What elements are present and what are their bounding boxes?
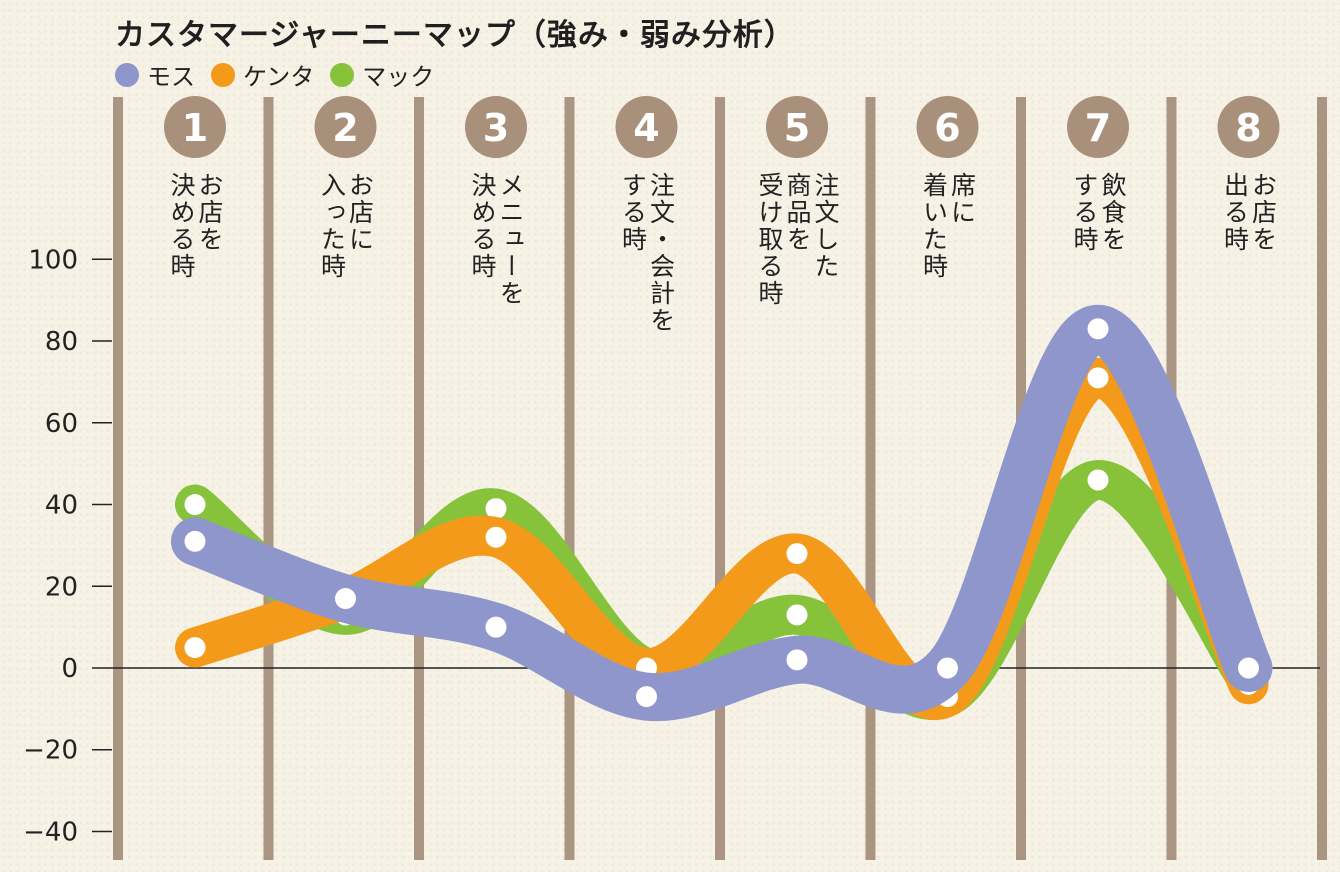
data-point-モス-6	[937, 657, 958, 679]
step-badge-2	[314, 96, 377, 158]
data-point-ケンタ-3	[485, 526, 507, 548]
legend: モス ケンタ マック	[115, 57, 446, 92]
y-tick-label: −40	[23, 817, 78, 847]
data-point-ケンタ-5	[786, 543, 808, 565]
data-point-モス-5	[786, 649, 808, 671]
step-label-4: 注文・会計を する時	[618, 172, 676, 334]
chart-title: カスタマージャーニーマップ（強み・弱み分析）	[115, 18, 795, 53]
y-tick-label: 100	[28, 245, 78, 275]
pillar-1	[113, 97, 123, 860]
step-number: 1	[182, 106, 208, 150]
step-badge-3	[465, 96, 527, 158]
step-label-8: お店を 出る時	[1220, 172, 1278, 253]
pillar-4	[564, 97, 575, 860]
step-number: 5	[784, 106, 810, 150]
step-badge-8	[1217, 96, 1280, 158]
legend-swatch-kenta	[211, 62, 235, 87]
step-number: 8	[1235, 106, 1261, 150]
legend-label-moss: モス	[147, 63, 195, 91]
legend-label-kenta: ケンタ	[243, 63, 315, 91]
y-tick-label: −20	[23, 736, 78, 766]
pillar-5	[715, 97, 725, 860]
data-point-マック-7	[1087, 469, 1109, 491]
step-number: 6	[934, 106, 960, 150]
y-tick-label: 60	[45, 409, 78, 439]
step-label-2: お店に 入った時	[317, 172, 375, 280]
step-label-7: 飲食を する時	[1070, 172, 1127, 253]
step-number: 4	[633, 106, 659, 150]
pillar-6	[865, 97, 876, 860]
legend-swatch-moss	[115, 62, 139, 87]
step-label-6: 席に 着いた時	[919, 172, 977, 280]
step-badge-6	[916, 96, 979, 158]
legend-item-kenta: ケンタ	[211, 57, 314, 92]
step-label-5: 注文した 商品を 受け取る時	[755, 172, 840, 307]
data-point-マック-3	[485, 498, 507, 520]
legend-label-mac: マック	[362, 63, 435, 91]
step-badge-4	[615, 96, 678, 158]
y-tick-label-zero: 0	[61, 654, 78, 684]
data-point-モス-1	[184, 530, 206, 552]
data-point-モス-2	[335, 588, 356, 610]
step-badge-5	[766, 96, 828, 158]
step-label-3: メニューを 決める時	[468, 172, 525, 307]
step-number: 2	[332, 106, 358, 150]
step-number: 7	[1085, 106, 1111, 150]
data-point-モス-4	[636, 686, 657, 708]
y-tick-label: 40	[45, 491, 78, 521]
pillar-3	[414, 97, 424, 860]
legend-item-mac: マック	[330, 57, 434, 92]
data-point-マック-5	[786, 604, 808, 626]
step-number: 3	[483, 106, 509, 150]
step-label-1: お店を 決める時	[167, 172, 224, 280]
y-tick-label: 20	[45, 572, 78, 602]
data-point-ケンタ-1	[184, 637, 206, 659]
pillar-2	[263, 97, 274, 860]
legend-item-moss: モス	[115, 57, 195, 92]
data-point-モス-8	[1238, 657, 1259, 679]
data-point-ケンタ-7	[1087, 367, 1109, 389]
data-point-モス-3	[485, 616, 507, 638]
pillar-9	[1317, 97, 1327, 860]
legend-swatch-mac	[330, 62, 355, 87]
data-point-モス-7	[1087, 318, 1109, 340]
y-tick-label: 80	[45, 327, 78, 357]
step-badge-1	[164, 96, 226, 158]
data-point-マック-1	[184, 494, 206, 516]
step-badge-7	[1067, 96, 1129, 158]
